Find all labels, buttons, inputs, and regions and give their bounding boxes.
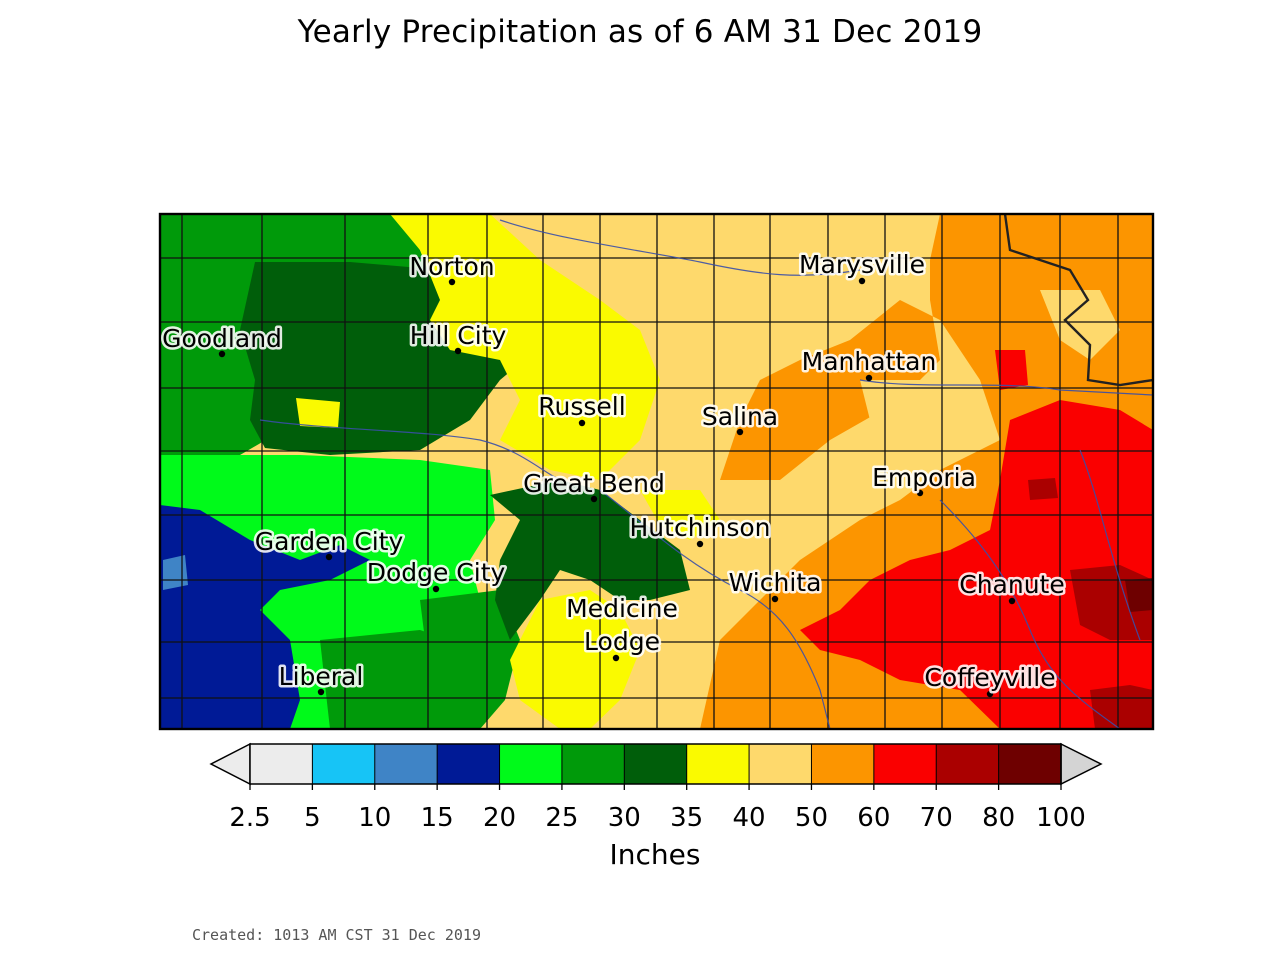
colorbar-bin-50-60 xyxy=(810,743,875,785)
city-dot-marysville xyxy=(858,277,866,285)
colorbar-bin-40-50 xyxy=(748,743,813,785)
colorbar-tick-label: 60 xyxy=(857,803,890,833)
city-label-manhattan: Manhattan xyxy=(802,347,937,376)
city-dot-emporia xyxy=(916,489,924,497)
colorbar-tick-label: 25 xyxy=(545,803,578,833)
city-label-medicine-lodge: Medicine Lodge xyxy=(566,594,678,656)
colorbar-tick-label: 100 xyxy=(1036,803,1086,833)
city-label-hutchinson: Hutchinson xyxy=(630,513,771,542)
colorbar-tick-label: 15 xyxy=(421,803,454,833)
city-dot-wichita xyxy=(771,595,779,603)
colorbar-underflow-arrow xyxy=(209,742,251,786)
colorbar-bin-25-30 xyxy=(561,743,626,785)
city-label-liberal: Liberal xyxy=(279,662,364,691)
colorbar-tick-label: 30 xyxy=(608,803,641,833)
colorbar-bin-5-10 xyxy=(311,743,376,785)
city-label-russell: Russell xyxy=(538,392,625,421)
map-title: Yearly Precipitation as of 6 AM 31 Dec 2… xyxy=(297,14,983,50)
colorbar-tick-label: 80 xyxy=(982,803,1015,833)
city-dot-hutchinson xyxy=(696,540,704,548)
city-dot-great-bend xyxy=(590,495,598,503)
city-label-marysville: Marysville xyxy=(799,250,925,279)
colorbar-bin-20-25 xyxy=(499,743,563,785)
city-dot-norton xyxy=(448,278,456,286)
city-label-coffeyville: Coffeyville xyxy=(924,663,1055,692)
colorbar-bin-2.5-5 xyxy=(249,743,314,785)
city-dot-dodge-city xyxy=(432,585,440,593)
colorbar-bin-60-70 xyxy=(873,743,938,785)
colorbar-bin-35-40 xyxy=(686,743,751,785)
city-label-goodland: Goodland xyxy=(162,324,282,353)
colorbar-tick-label: 50 xyxy=(795,803,828,833)
colorbar-bin-10-15 xyxy=(374,743,439,785)
city-label-hill-city: Hill City xyxy=(410,321,507,350)
created-timestamp: Created: 1013 AM CST 31 Dec 2019 xyxy=(192,926,481,944)
city-label-norton: Norton xyxy=(409,252,494,281)
colorbar-tick-label: 20 xyxy=(483,803,516,833)
colorbar-bin-30-35 xyxy=(623,743,688,785)
colorbar-tick-label: 5 xyxy=(304,803,321,833)
colorbar-tick-label: 35 xyxy=(670,803,703,833)
city-dot-garden-city xyxy=(325,553,333,561)
colorbar-tick-label: 40 xyxy=(733,803,766,833)
map-frame xyxy=(158,212,1155,731)
city-label-great-bend: Great Bend xyxy=(523,469,665,498)
city-dot-hill-city xyxy=(454,347,462,355)
colorbar-tick-label: 2.5 xyxy=(229,803,270,833)
city-dot-goodland xyxy=(218,350,226,358)
rivers xyxy=(259,219,1153,729)
colorbar-overflow-arrow xyxy=(1060,742,1103,786)
state-boundary xyxy=(1003,214,1153,387)
colorbar-bin-70-80 xyxy=(935,743,1000,785)
city-dot-russell xyxy=(578,419,586,427)
city-dot-chanute xyxy=(1008,597,1016,605)
colorbar-tick-label: 70 xyxy=(920,803,953,833)
county-boundaries xyxy=(160,214,1153,729)
city-label-dodge-city: Dodge City xyxy=(367,558,506,587)
city-label-chanute: Chanute xyxy=(959,570,1065,599)
city-label-salina: Salina xyxy=(702,402,778,431)
colorbar-bin-15-20 xyxy=(436,743,501,785)
colorbar-tick-label: 10 xyxy=(358,803,391,833)
city-dot-coffeyville xyxy=(986,690,994,698)
city-dot-liberal xyxy=(317,688,325,696)
city-dot-manhattan xyxy=(865,374,873,382)
city-label-emporia: Emporia xyxy=(872,463,976,492)
colorbar-units-label: Inches xyxy=(609,838,701,871)
colorbar: 2.5 5 10 15 20 25 30 35 40 50 60 70 80 100 xyxy=(209,742,1103,833)
city-label-garden-city: Garden City xyxy=(255,527,404,556)
city-label-wichita: Wichita xyxy=(729,568,822,597)
colorbar-bin-80-100 xyxy=(998,743,1062,785)
city-dot-medicine-lodge xyxy=(612,654,620,662)
city-markers: Norton Marysville Goodland Hill City Manhatt… xyxy=(160,248,1067,698)
city-dot-salina xyxy=(736,428,744,436)
